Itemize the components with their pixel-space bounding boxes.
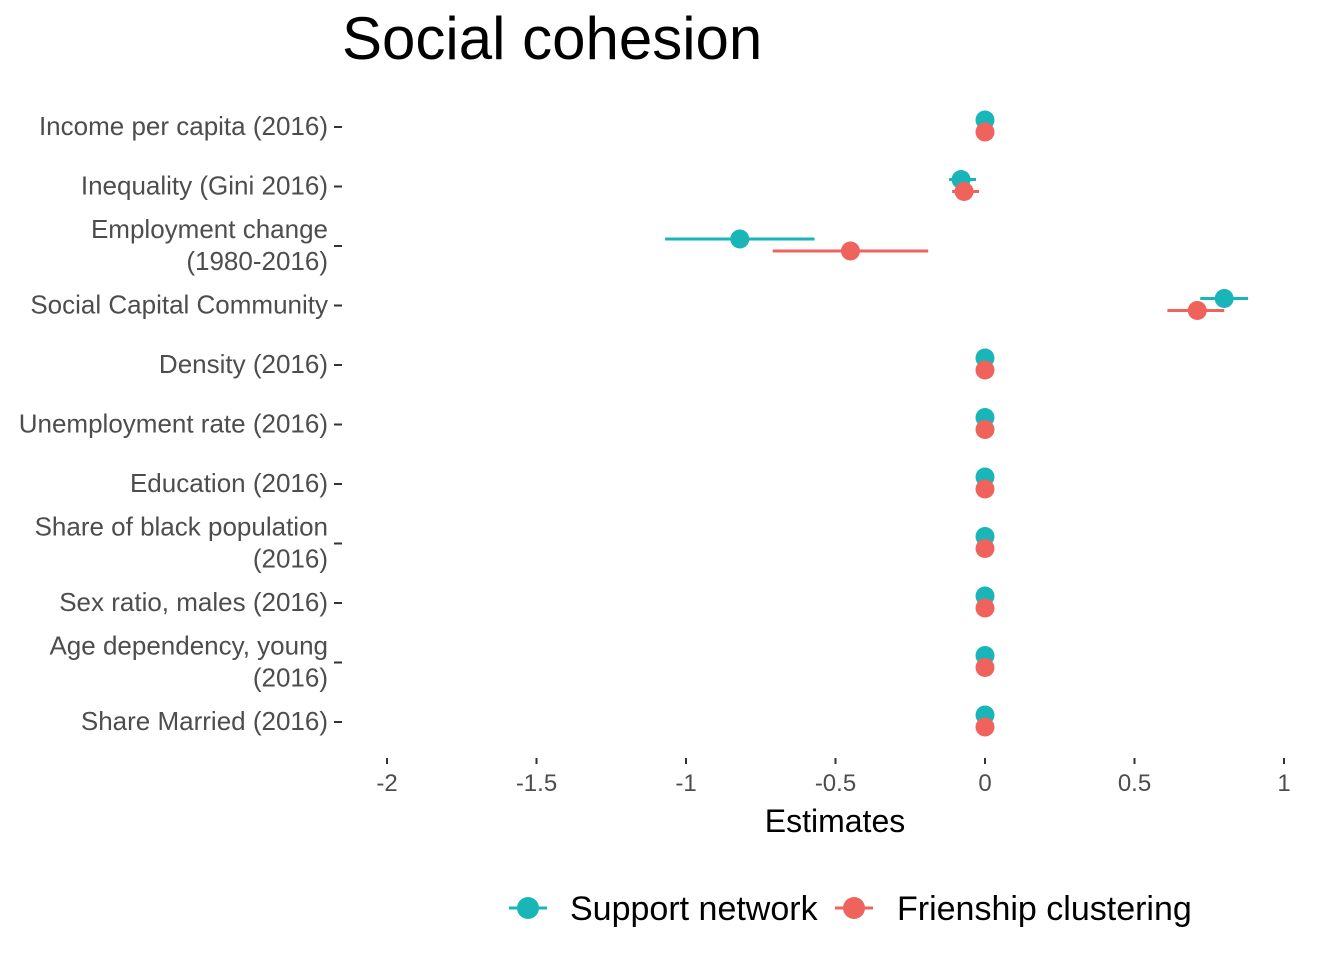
- chart-title: Social cohesion: [342, 5, 763, 72]
- legend-key-point: [517, 897, 539, 919]
- y-tick-label: Density (2016): [159, 349, 328, 379]
- legend: Support network Frienship clustering: [509, 890, 1192, 928]
- y-tick-label: (2016): [253, 663, 328, 693]
- y-tick-label: (1980-2016): [186, 246, 328, 276]
- x-tick-label: -1.5: [516, 770, 557, 797]
- y-tick-label: Education (2016): [130, 468, 328, 498]
- x-axis-title: Estimates: [765, 803, 905, 839]
- y-tick-label: Employment change: [91, 214, 328, 244]
- estimate-point: [1187, 301, 1207, 320]
- y-tick-label: Unemployment rate (2016): [19, 409, 328, 439]
- y-tick-label: Inequality (Gini 2016): [81, 171, 328, 201]
- x-tick-label: -1: [675, 770, 696, 797]
- y-tick-label: Age dependency, young: [49, 631, 328, 661]
- estimate-point: [975, 717, 995, 737]
- y-tick-label: Share of black population: [35, 512, 328, 542]
- estimate-point: [954, 182, 974, 201]
- y-axis-ticks: [334, 126, 342, 723]
- y-tick-label: Sex ratio, males (2016): [59, 587, 328, 617]
- estimate-point: [975, 420, 995, 439]
- estimate-point: [975, 658, 995, 677]
- x-tick-label: 0.5: [1118, 770, 1151, 797]
- y-tick-label: Social Capital Community: [30, 290, 328, 320]
- estimate-point: [975, 479, 995, 499]
- x-tick-label: -2: [376, 770, 397, 797]
- y-axis-labels: Income per capita (2016) Inequality (Gini…: [19, 111, 328, 736]
- estimate-point: [1214, 289, 1234, 308]
- x-tick-label: -0.5: [815, 770, 856, 797]
- y-tick-label: Share Married (2016): [81, 706, 328, 736]
- estimate-point: [975, 539, 995, 558]
- y-tick-label: Income per capita (2016): [39, 111, 328, 141]
- estimate-point: [840, 241, 860, 261]
- x-tick-label: 0: [978, 770, 991, 797]
- estimate-point: [975, 598, 995, 618]
- legend-label: Frienship clustering: [897, 890, 1192, 928]
- estimate-point: [975, 122, 995, 142]
- estimate-point: [975, 360, 995, 380]
- y-tick-label: (2016): [253, 544, 328, 574]
- legend-key-point: [843, 897, 865, 919]
- legend-label: Support network: [570, 890, 819, 928]
- x-tick-label: 1: [1277, 770, 1290, 797]
- estimate-point: [730, 229, 750, 249]
- plot-marks: [665, 110, 1249, 737]
- x-axis-ticks: -2 -1.5 -1 -0.5 0 0.5 1: [376, 758, 1291, 797]
